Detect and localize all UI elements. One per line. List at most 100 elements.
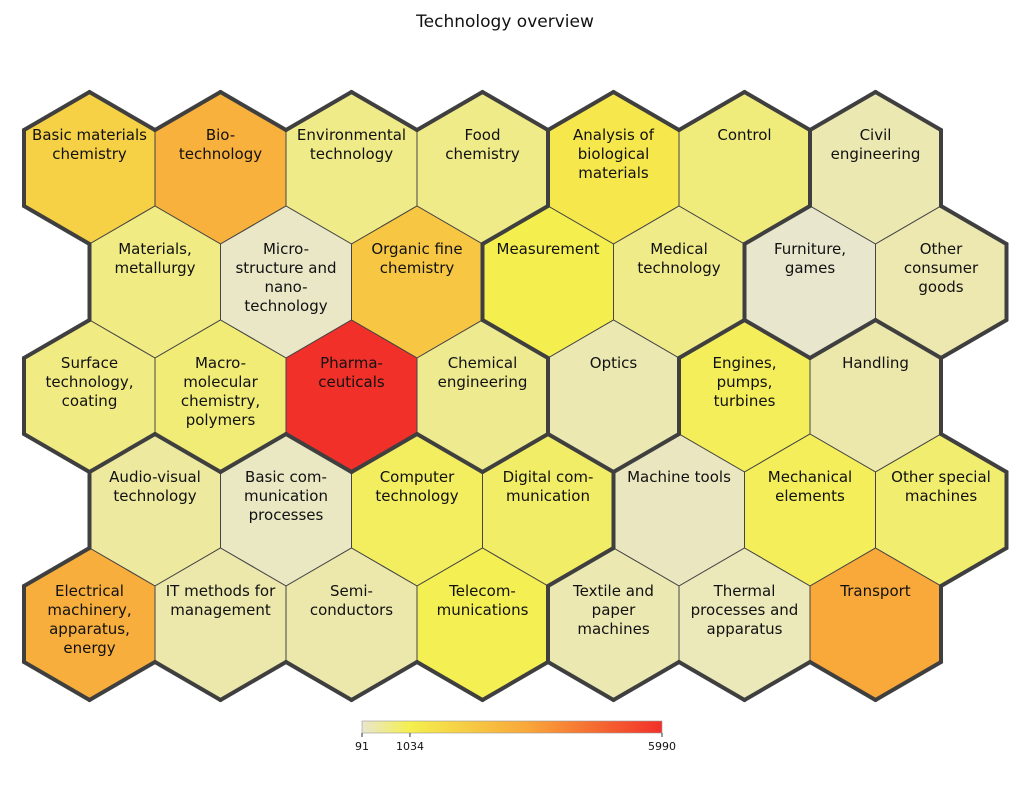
hex-label-line: technology bbox=[637, 259, 720, 277]
group-border bbox=[22, 660, 92, 702]
hex-label: Environmental technology bbox=[297, 126, 406, 163]
hex-label: Surface technology, coating bbox=[45, 354, 133, 410]
hex-label: IT methods for management bbox=[166, 582, 276, 619]
hex-label-line: Macro- bbox=[195, 354, 246, 372]
hex-label-line: Telecom- bbox=[448, 582, 516, 600]
hex-label: Basic com-munication processes bbox=[244, 468, 328, 524]
hex-label-line: Medical bbox=[650, 240, 707, 258]
hex-label-line: processes and bbox=[691, 601, 799, 619]
group-border bbox=[218, 90, 288, 132]
hex-label-line: pumps, bbox=[717, 373, 773, 391]
hex-label-line: molecular bbox=[183, 373, 258, 391]
hex-label-line: Optics bbox=[590, 354, 638, 372]
group-border bbox=[22, 546, 92, 588]
hex-label-line: management bbox=[170, 601, 271, 619]
hex-label-line: Electrical bbox=[55, 582, 124, 600]
hex-label: Machine tools bbox=[627, 468, 731, 486]
hex-label-line: chemistry bbox=[445, 145, 520, 163]
hex-label: Organic fine chemistry bbox=[371, 240, 462, 277]
hex-label: Other consumer goods bbox=[904, 240, 979, 296]
group-border bbox=[873, 318, 943, 360]
hex-label-line: ceuticals bbox=[318, 373, 385, 391]
group-border bbox=[87, 660, 157, 702]
hex-label-line: engineering bbox=[438, 373, 528, 391]
hex-label-line: machines bbox=[905, 487, 977, 505]
hex-label-line: consumer bbox=[904, 259, 979, 277]
hex-label-line: engineering bbox=[831, 145, 921, 163]
hex-label-line: Digital com- bbox=[503, 468, 594, 486]
hex-label-line: Basic materials bbox=[32, 126, 147, 144]
hex-label: Optics bbox=[590, 354, 638, 372]
hex-label-line: coating bbox=[62, 392, 118, 410]
group-border bbox=[546, 546, 616, 588]
hex-label-line: biological bbox=[578, 145, 650, 163]
hex-label: Other special machines bbox=[891, 468, 991, 505]
group-border bbox=[611, 432, 681, 474]
hex-label: Telecom-munications bbox=[437, 582, 529, 619]
hex-label: Chemical engineering bbox=[438, 354, 528, 391]
hex-label-line: Environmental bbox=[297, 126, 406, 144]
hex-label-line: games bbox=[785, 259, 836, 277]
group-border bbox=[939, 318, 1009, 360]
hex-label-line: technology bbox=[179, 145, 262, 163]
group-border bbox=[546, 660, 616, 702]
hex-label-line: goods bbox=[918, 278, 963, 296]
hex-label: Digital com-munication bbox=[503, 468, 594, 505]
hex-label-line: Chemical bbox=[448, 354, 518, 372]
hex-label-line: Engines, bbox=[713, 354, 777, 372]
chart-title: Technology overview bbox=[416, 12, 594, 32]
hex-label: Mechanical elements bbox=[768, 468, 852, 505]
hex-cells bbox=[23, 91, 1007, 701]
hex-labels: Basic materials chemistryBio-technologyEn… bbox=[32, 126, 991, 657]
hex-label-line: Other bbox=[920, 240, 963, 258]
hex-label-line: polymers bbox=[186, 411, 256, 429]
group-border bbox=[677, 90, 747, 132]
hex-label-line: munication bbox=[506, 487, 590, 505]
hex-label-line: Civil bbox=[860, 126, 892, 144]
hex-label: Handling bbox=[842, 354, 909, 372]
color-scale-bar: 91 1034 5990 bbox=[355, 720, 676, 753]
hex-label-line: munication bbox=[244, 487, 328, 505]
group-border bbox=[349, 90, 419, 132]
hex-label-line: Mechanical bbox=[768, 468, 852, 486]
hex-label-line: structure and bbox=[235, 259, 336, 277]
group-border bbox=[873, 90, 943, 132]
hex-label: Bio-technology bbox=[179, 126, 262, 163]
group-border bbox=[677, 660, 747, 702]
group-border bbox=[218, 432, 288, 474]
group-border bbox=[153, 432, 223, 474]
hex-label-line: Control bbox=[717, 126, 771, 144]
hex-label-line: munications bbox=[437, 601, 529, 619]
hex-label-line: nano- bbox=[264, 278, 307, 296]
group-border bbox=[284, 660, 354, 702]
hex-label-line: apparatus bbox=[707, 620, 783, 638]
hex-label-line: chemistry bbox=[52, 145, 127, 163]
group-border bbox=[742, 90, 812, 132]
group-border bbox=[480, 660, 550, 702]
group-border bbox=[415, 432, 485, 474]
group-border bbox=[808, 660, 878, 702]
hex-label-line: Surface bbox=[61, 354, 118, 372]
hex-label-line: Thermal bbox=[713, 582, 776, 600]
group-border bbox=[939, 546, 1009, 588]
color-scale-tick-label: 91 bbox=[355, 740, 369, 753]
hex-label-line: Bio- bbox=[206, 126, 235, 144]
hex-label-line: Other special bbox=[891, 468, 991, 486]
group-border bbox=[87, 432, 157, 474]
hex-label: Thermal processes and apparatus bbox=[691, 582, 799, 638]
group-border bbox=[480, 432, 550, 474]
hex-label: Pharma-ceuticals bbox=[318, 354, 385, 391]
group-border bbox=[742, 660, 812, 702]
group-border bbox=[611, 90, 681, 132]
hex-label: Furniture, games bbox=[774, 240, 846, 277]
hex-label: Electrical machinery, apparatus, energy bbox=[47, 582, 131, 657]
hex-label: Semi-conductors bbox=[310, 582, 393, 619]
hex-label-line: processes bbox=[249, 506, 324, 524]
group-border bbox=[611, 660, 681, 702]
hex-label-line: apparatus, bbox=[49, 620, 130, 638]
hex-label-line: Audio-visual bbox=[109, 468, 201, 486]
hex-label-line: Materials, bbox=[118, 240, 192, 258]
group-border bbox=[349, 432, 419, 474]
group-border bbox=[284, 432, 354, 474]
hex-label: Micro-structure and nano-technology bbox=[235, 240, 336, 315]
